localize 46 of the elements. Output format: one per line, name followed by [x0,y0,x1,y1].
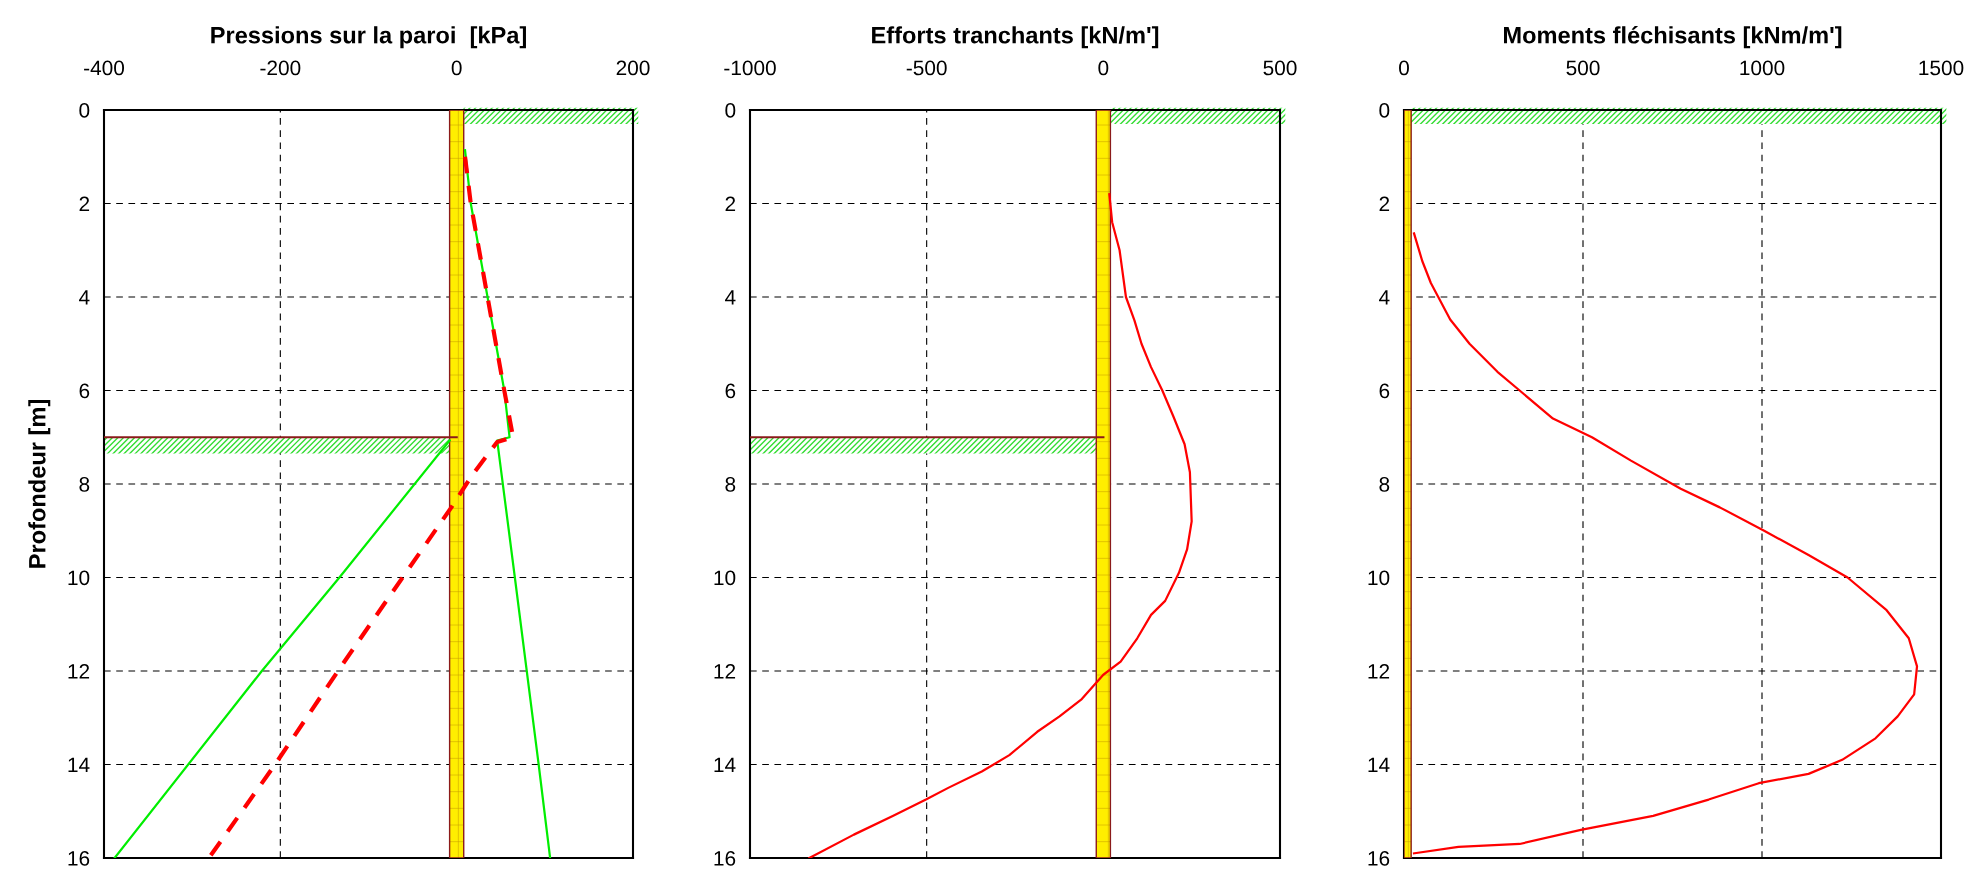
chart-title: Pressions sur la paroi [kPa] [211,26,526,49]
y-tick-label: 0 [79,103,90,118]
y-tick-label: 6 [725,383,736,399]
y-tick-label: 14 [714,757,736,773]
y-tick-label: 12 [1368,664,1390,679]
chart-title: Efforts tranchants [kN/m'] [872,26,1159,49]
y-tick-label: 16 [714,851,736,866]
y-axis-title: Profondeur [m] [28,400,51,568]
y-tick-label: 6 [1379,383,1390,399]
y-tick-label: 16 [1368,851,1390,866]
x-tick-label: 200 [616,60,650,76]
y-tick-label: 12 [714,664,736,679]
y-tick-label: 4 [79,290,90,305]
y-tick-label: 6 [79,383,90,399]
x-tick-label: 1500 [1919,60,1964,76]
y-tick-label: 0 [1379,103,1390,118]
y-tick-label: 10 [714,570,736,586]
y-tick-label: 8 [1379,477,1390,492]
y-tick-label: 2 [79,196,90,212]
y-tick-label: 14 [68,757,90,773]
x-tick-label: 0 [451,60,462,76]
x-tick-label: -1000 [724,60,776,76]
y-tick-label: 2 [1379,196,1390,212]
chart-title: Moments fléchisants [kNm/m'] [1504,26,1842,49]
x-tick-label: 500 [1263,60,1297,76]
x-tick-label: 1000 [1740,60,1785,76]
x-tick-label: -400 [84,60,125,76]
line-series [808,193,1193,858]
y-tick-label: 10 [1368,570,1390,586]
x-tick-label: 0 [1098,60,1109,76]
y-tick-label: 4 [725,290,736,305]
y-tick-label: 14 [1368,757,1390,773]
y-tick-label: 12 [68,664,90,679]
y-tick-label: 10 [68,570,90,586]
line-series [113,439,451,858]
y-tick-label: 8 [725,477,736,492]
x-tick-label: 0 [1399,60,1409,76]
y-tick-label: 0 [725,103,736,118]
y-tick-label: 16 [68,851,90,866]
y-tick-label: 2 [725,196,736,212]
y-tick-label: 4 [1379,290,1390,305]
x-tick-label: -200 [260,60,301,76]
y-tick-label: 8 [79,477,90,492]
x-tick-label: -500 [906,60,947,76]
x-tick-label: 500 [1566,60,1600,76]
line-series [1412,232,1919,855]
